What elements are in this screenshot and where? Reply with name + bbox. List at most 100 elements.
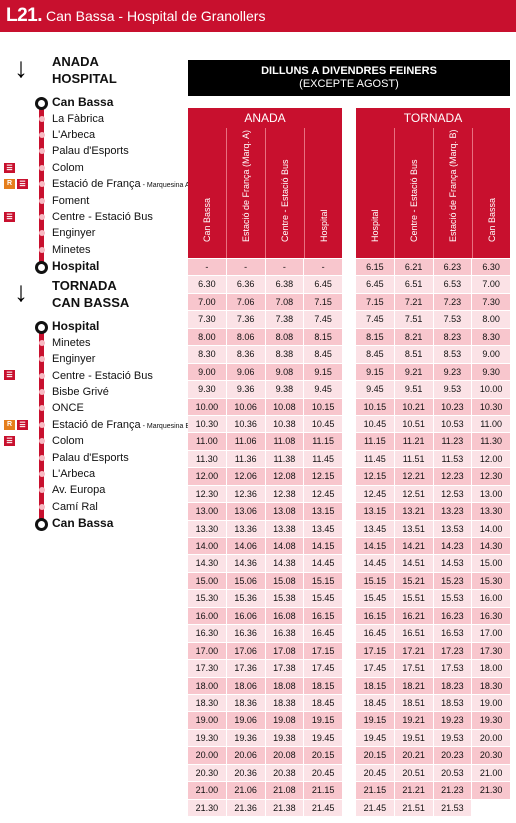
time-cell: 9.00 [188, 363, 226, 381]
stop-label: Can Bassa [52, 95, 114, 110]
time-cell: 16.45 [304, 625, 342, 642]
time-cell: 10.15 [304, 398, 342, 415]
time-cell: 18.45 [304, 694, 342, 712]
terminal-stop-icon [35, 517, 48, 531]
table-row: 7.15 7.21 7.23 7.30 [356, 293, 510, 311]
time-cell: 18.08 [265, 677, 304, 694]
time-cell: 21.06 [226, 782, 265, 799]
time-cell: 11.30 [188, 450, 226, 468]
time-cell: 17.23 [433, 642, 472, 660]
time-cell: 6.45 [304, 276, 342, 293]
time-cell: 16.15 [304, 607, 342, 625]
table-row: 21.30 21.36 21.38 21.45 [188, 799, 342, 816]
column-header: Hospital [356, 128, 393, 258]
table-row: 13.45 13.51 13.53 14.00 [356, 520, 510, 537]
route-stop: Can Bassa [0, 94, 185, 111]
time-cell: 10.06 [226, 398, 265, 415]
time-cell: 12.45 [304, 485, 342, 503]
time-cell: 15.45 [356, 590, 394, 607]
time-cell: 14.30 [188, 555, 226, 572]
time-cell: 6.30 [472, 259, 510, 276]
time-cell: 17.45 [304, 660, 342, 677]
stop-label: Can Bassa [52, 516, 114, 531]
table-row: 7.00 7.06 7.08 7.15 [188, 293, 342, 311]
stop-label: Camí Ral [52, 500, 98, 513]
stop-dot-icon [38, 454, 45, 461]
table-row: 9.30 9.36 9.38 9.45 [188, 381, 342, 398]
table-row: 19.00 19.06 19.08 19.15 [188, 712, 342, 729]
table-row: 18.00 18.06 18.08 18.15 [188, 677, 342, 694]
time-cell: 14.00 [188, 538, 226, 555]
arrow-down-icon: ↓ [14, 52, 28, 83]
route-stop: Can Bassa [0, 514, 185, 531]
tornada-table-heading: TORNADA [356, 108, 510, 128]
column-header: Estació de França (Marq. B) [433, 128, 471, 258]
time-cell: 7.53 [433, 311, 472, 328]
stop-dot-icon [38, 405, 45, 412]
time-cell: 8.08 [265, 328, 304, 346]
train-icon: ☰ [4, 211, 15, 222]
route-stop: Enginyer [0, 225, 185, 242]
time-cell: 18.36 [226, 694, 265, 712]
time-cell: 15.15 [356, 572, 394, 590]
time-cell: 15.51 [394, 590, 433, 607]
time-cell: 15.30 [188, 590, 226, 607]
time-cell: 13.36 [226, 520, 265, 537]
time-cell: 16.15 [356, 607, 394, 625]
time-cell: 18.45 [356, 694, 394, 712]
time-cell: 9.21 [394, 363, 433, 381]
time-cell: 12.51 [394, 485, 433, 503]
stop-dot-icon [38, 246, 45, 253]
time-cell: 15.06 [226, 572, 265, 590]
time-cell: 12.15 [356, 468, 394, 485]
time-cell: 21.00 [188, 782, 226, 799]
time-cell: 7.06 [226, 293, 265, 311]
table-row: 16.30 16.36 16.38 16.45 [188, 625, 342, 642]
time-cell: 9.45 [356, 381, 394, 398]
stop-label: Centre - Estació Bus [52, 210, 153, 223]
time-cell: 19.06 [226, 712, 265, 729]
time-cell: 21.53 [433, 799, 472, 816]
time-cell: 17.06 [226, 642, 265, 660]
table-row: 10.30 10.36 10.38 10.45 [188, 415, 342, 433]
time-cell: 18.30 [472, 677, 510, 694]
table-row: 8.45 8.51 8.53 9.00 [356, 346, 510, 363]
stop-sublabel: - Marquesina B [140, 422, 191, 430]
time-cell: 15.00 [188, 572, 226, 590]
time-cell: 20.53 [433, 764, 472, 782]
stop-label: Hospital [52, 319, 100, 334]
time-cell: 20.08 [265, 747, 304, 764]
time-cell: 10.45 [356, 415, 394, 433]
time-cell: 16.45 [356, 625, 394, 642]
time-cell: - [226, 259, 265, 276]
time-cell: 19.53 [433, 729, 472, 747]
time-cell: 7.38 [265, 311, 304, 328]
time-cell: 18.06 [226, 677, 265, 694]
stop-label: Estació de França - Marquesina A [52, 178, 190, 191]
route-stop: Camí Ral [0, 498, 185, 515]
route-stop: ☰ Centre - Estació Bus [0, 367, 185, 384]
table-row: 9.00 9.06 9.08 9.15 [188, 363, 342, 381]
time-cell: 10.21 [394, 398, 433, 415]
stop-label: Av. Europa [52, 484, 106, 497]
time-cell: 9.30 [188, 381, 226, 398]
stop-dot-icon [38, 181, 45, 188]
stop-dot-icon [38, 421, 45, 428]
time-cell: 15.45 [304, 590, 342, 607]
time-cell: 6.51 [394, 276, 433, 293]
time-cell: 13.30 [472, 503, 510, 520]
stop-dot-icon [38, 503, 45, 510]
route-tornada-heading: ↓ TORNADA CAN BASSA [0, 274, 185, 318]
time-cell: - [265, 259, 304, 276]
table-row: 7.45 7.51 7.53 8.00 [356, 311, 510, 328]
tornada-rows: 6.15 6.21 6.23 6.30 6.45 6.51 6.53 7.00 7.15 7.21… [356, 259, 510, 816]
time-cell: 11.21 [394, 433, 433, 450]
time-cell: 16.30 [472, 607, 510, 625]
table-row: 17.15 17.21 17.23 17.30 [356, 642, 510, 660]
time-cell: 7.15 [356, 293, 394, 311]
time-cell: 9.15 [356, 363, 394, 381]
time-cell: 11.15 [356, 433, 394, 450]
schedule-subtitle: (EXCEPTE AGOST) [299, 78, 399, 90]
time-cell: 17.53 [433, 660, 472, 677]
time-cell: 12.45 [356, 485, 394, 503]
